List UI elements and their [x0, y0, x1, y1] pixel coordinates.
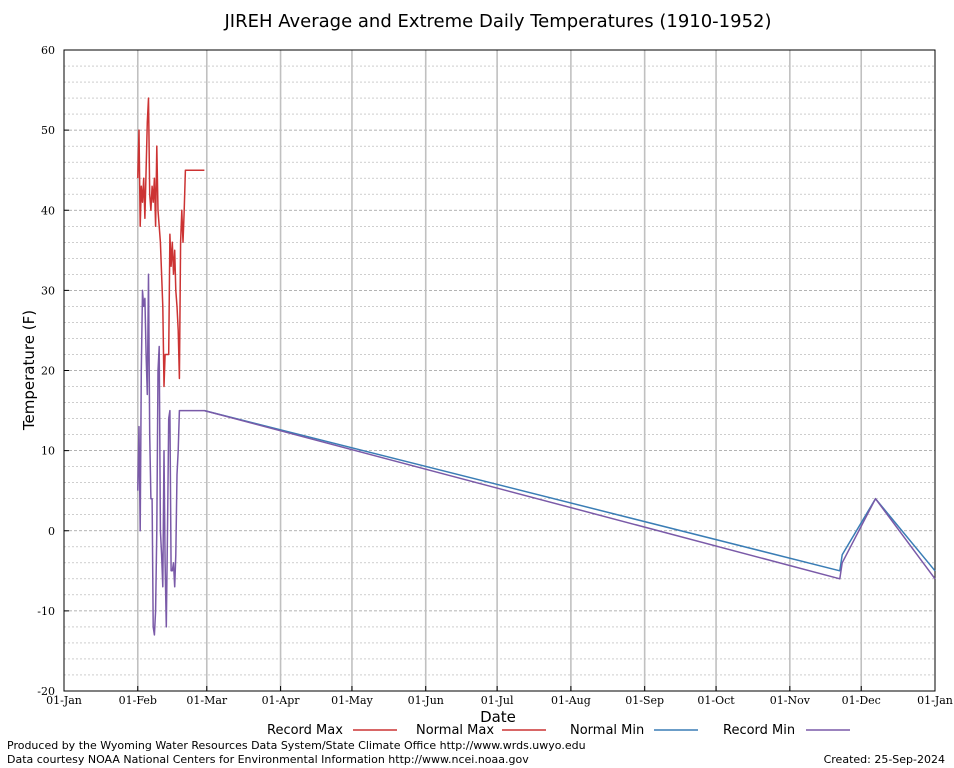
series-lines	[137, 97, 936, 636]
chart-title: JIREH Average and Extreme Daily Temperat…	[223, 11, 771, 32]
major-grid	[64, 50, 935, 691]
x-tick-label: 01-Oct	[697, 694, 735, 707]
legend: Record Max Normal Max Normal Min Record …	[267, 723, 850, 738]
x-tick-label: 01-Apr	[262, 694, 301, 707]
y-tick-label: 50	[41, 124, 55, 137]
x-tick-label: 01-Jul	[481, 694, 514, 707]
x-tick-label: 01-Sep	[625, 694, 664, 707]
x-tick-label: 01-Nov	[770, 694, 811, 707]
x-tick-label: 01-Jan	[46, 694, 82, 707]
y-tick-label: 0	[48, 525, 55, 538]
y-tick-label: 20	[41, 365, 55, 378]
x-axis-ticks: 01-Jan 01-Feb 01-Mar 01-Apr 01-May 01-Jun 01-J…	[46, 686, 953, 707]
legend-label-normal-max: Normal Max	[416, 723, 494, 738]
y-axis-label: Temperature (F)	[20, 310, 38, 431]
x-tick-label: 01-Jun	[408, 694, 444, 707]
x-tick-label: 01-Aug	[551, 694, 591, 707]
x-tick-label: 01-Feb	[119, 694, 157, 707]
footer-produced-by: Produced by the Wyoming Water Resources …	[7, 739, 586, 752]
x-tick-label: 01-May	[331, 694, 374, 707]
series-line-record-min	[137, 273, 936, 636]
y-tick-label: 10	[41, 445, 55, 458]
y-axis-ticks: -20 -10 0 10 20 30 40 50 60	[37, 44, 69, 698]
footer-created-date: Created: 25-Sep-2024	[824, 753, 945, 766]
x-tick-label: 01-Dec	[842, 694, 881, 707]
y-tick-label: -10	[37, 605, 55, 618]
x-tick-label: 01-Jan	[917, 694, 953, 707]
footer-data-courtesy: Data courtesy NOAA National Centers for …	[7, 753, 529, 766]
series-line-record-max	[137, 97, 205, 388]
y-tick-label: 30	[41, 284, 55, 297]
series-line-normal-min	[204, 409, 936, 572]
y-tick-label: -20	[37, 685, 55, 698]
legend-label-record-max: Record Max	[267, 723, 343, 738]
x-tick-label: 01-Mar	[186, 694, 228, 707]
y-tick-label: 60	[41, 44, 55, 57]
y-tick-label: 40	[41, 204, 55, 217]
legend-label-record-min: Record Min	[723, 723, 795, 738]
legend-label-normal-min: Normal Min	[570, 723, 644, 738]
x-axis-label: Date	[480, 708, 516, 726]
